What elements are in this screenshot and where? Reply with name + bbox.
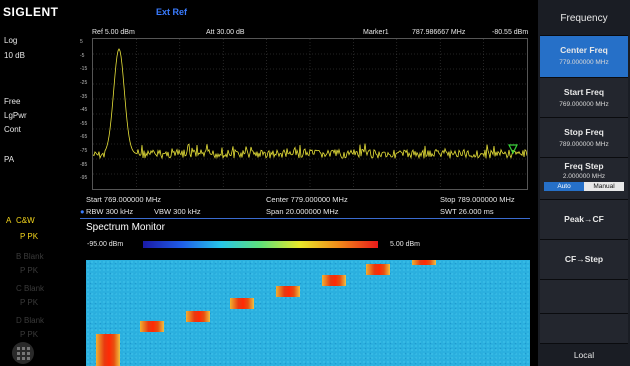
attenuation[interactable]: Att 30.00 dB <box>206 29 245 36</box>
stop-freq-button[interactable]: Stop Freq 789.000000 MHz <box>540 118 628 158</box>
y-tick-label: -35 <box>80 93 88 100</box>
span-value[interactable]: Span 20.000000 MHz <box>266 207 339 216</box>
manual-option[interactable]: Manual <box>584 182 624 191</box>
trace-a-detector: P PK <box>20 232 39 241</box>
marker-label: Marker1 <box>363 29 389 36</box>
marker-icon <box>508 144 518 155</box>
ref-level[interactable]: Ref 5.00 dBm <box>92 29 135 36</box>
auto-manual-toggle[interactable]: Auto Manual <box>544 182 624 191</box>
local-label: Local <box>573 350 595 360</box>
menu-title: Frequency <box>540 0 628 36</box>
y-tick-label: -85 <box>80 161 88 168</box>
marker-frequency: 787.986667 MHz <box>412 29 466 36</box>
waterfall-signal <box>230 298 254 309</box>
color-scale-bar <box>143 241 378 248</box>
spectrum-svg <box>93 39 527 189</box>
start-frequency[interactable]: Start 769.000000 MHz <box>86 195 162 204</box>
trace-a-mode[interactable]: C&W <box>16 216 35 225</box>
mode-status: Cont <box>4 125 21 134</box>
peak-to-cf-button[interactable]: Peak→CF <box>540 200 628 240</box>
waterfall-signal <box>322 275 346 286</box>
menu-title-text: Frequency <box>560 13 608 24</box>
divider <box>80 218 530 219</box>
softkey-panel: Frequency Center Freq 779.000000 MHz Sta… <box>538 0 630 366</box>
start-freq-button[interactable]: Start Freq 769.000000 MHz <box>540 78 628 118</box>
scale-div: 10 dB <box>4 51 25 60</box>
vbw-value[interactable]: VBW 300 kHz <box>154 207 201 216</box>
empty-softkey[interactable] <box>540 280 628 314</box>
trace-line <box>93 48 527 160</box>
start-freq-value: 769.000000 MHz <box>559 101 609 108</box>
waterfall-signal <box>366 264 390 275</box>
trace-c-mode[interactable]: C Blank <box>16 284 45 293</box>
trace-c-detector: P PK <box>20 298 39 307</box>
app-grid-icon[interactable] <box>12 342 34 364</box>
y-tick-label: -65 <box>80 134 88 141</box>
detector-status: LgPwr <box>4 111 27 120</box>
cf-to-step-label: CF→Step <box>564 254 604 264</box>
waterfall-display[interactable] <box>86 260 530 366</box>
color-scale-high: 5.00 dBm <box>390 241 420 248</box>
stop-frequency[interactable]: Stop 789.000000 MHz <box>440 195 515 204</box>
y-tick-label: -5 <box>80 52 85 59</box>
freq-step-value: 2.000000 MHz <box>562 173 606 180</box>
top-bar: SIGLENT Ext Ref <box>0 0 538 24</box>
sweep-time[interactable]: SWT 26.000 ms <box>440 207 494 216</box>
plot-grid <box>93 39 527 189</box>
center-freq-value: 779.000000 MHz <box>559 59 609 66</box>
peak-to-cf-label: Peak→CF <box>564 214 604 224</box>
waterfall-signal <box>140 321 164 332</box>
rbw-bullet: ● <box>80 207 85 216</box>
cf-to-step-button[interactable]: CF→Step <box>540 240 628 280</box>
scale-type: Log <box>4 36 18 45</box>
trace-b-detector: P PK <box>20 266 39 275</box>
center-freq-label: Center Freq <box>560 45 608 55</box>
y-tick-label: -15 <box>80 66 88 73</box>
preamp-status: PA <box>4 155 15 164</box>
trace-a-marker[interactable]: A <box>6 216 12 225</box>
rbw-value[interactable]: RBW 300 kHz <box>86 207 134 216</box>
stop-freq-label: Stop Freq <box>564 127 604 137</box>
trace-d-detector: P PK <box>20 330 39 339</box>
center-frequency[interactable]: Center 779.000000 MHz <box>266 195 348 204</box>
freq-step-button[interactable]: Freq Step 2.000000 MHz Auto Manual <box>540 158 628 200</box>
waterfall-signal <box>186 311 210 322</box>
stop-freq-value: 789.000000 MHz <box>559 141 609 148</box>
auto-option[interactable]: Auto <box>544 182 584 191</box>
y-tick-label: -55 <box>80 120 88 127</box>
freq-step-label: Freq Step <box>564 161 604 171</box>
ext-ref-indicator: Ext Ref <box>156 7 188 17</box>
center-freq-button[interactable]: Center Freq 779.000000 MHz <box>540 36 628 78</box>
status-column: Log 10 dB Free LgPwr Cont PA A C&W P PK … <box>0 24 78 366</box>
empty-softkey[interactable] <box>540 314 628 344</box>
brand-logo: SIGLENT <box>3 5 59 19</box>
waterfall-signal <box>412 260 436 265</box>
color-scale-low: -95.00 dBm <box>87 241 124 248</box>
y-tick-label: -95 <box>80 175 88 182</box>
waterfall-signal <box>276 286 300 297</box>
y-tick-label: -25 <box>80 79 88 86</box>
y-tick-label: -45 <box>80 107 88 114</box>
waterfall-signal <box>96 334 120 366</box>
y-tick-label: 5 <box>80 39 83 45</box>
start-freq-label: Start Freq <box>563 87 605 97</box>
spectrum-plot[interactable] <box>92 38 528 190</box>
spectrum-monitor-title: Spectrum Monitor <box>86 222 165 233</box>
trace-b-mode[interactable]: B Blank <box>16 252 44 261</box>
trace-d-mode[interactable]: D Blank <box>16 316 45 325</box>
y-tick-label: -75 <box>80 148 88 155</box>
marker-level: -80.55 dBm <box>492 29 529 36</box>
local-button[interactable]: Local <box>540 344 628 366</box>
sweep-status: Free <box>4 97 21 106</box>
